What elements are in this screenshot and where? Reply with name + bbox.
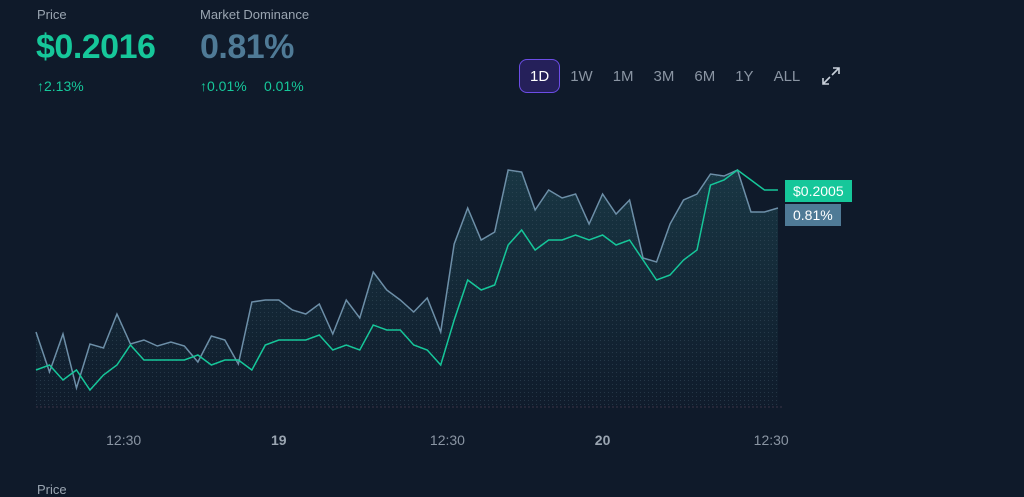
dominance-line: [35, 168, 779, 391]
dominance-change-abs: 0.01%: [264, 78, 304, 94]
x-tick-label: 12:30: [753, 432, 789, 448]
expand-arrows-icon[interactable]: [820, 65, 842, 87]
x-tick-label: 20: [594, 432, 611, 448]
x-tick-label: 12:30: [429, 432, 465, 448]
x-tick-label: 19: [271, 432, 287, 448]
tab-1y[interactable]: 1Y: [735, 68, 754, 85]
tab-6m[interactable]: 6M: [694, 68, 716, 85]
dominance-last-tag: 0.81%: [785, 204, 841, 226]
footer-price-label: Price: [37, 482, 67, 497]
dominance-area: [36, 170, 778, 405]
tab-3m[interactable]: 3M: [653, 68, 675, 85]
dominance-label: Market Dominance: [200, 7, 310, 22]
price-change: ↑2.13%: [37, 78, 84, 94]
dominance-value: 0.81%: [200, 28, 294, 66]
tab-1w[interactable]: 1W: [570, 68, 593, 85]
tab-1m[interactable]: 1M: [612, 68, 634, 85]
price-line: [35, 169, 778, 392]
dominance-change: ↑0.01%: [200, 78, 247, 94]
price-last-tag: $0.2005: [785, 180, 852, 202]
tab-1d[interactable]: 1D: [519, 59, 561, 93]
tab-all[interactable]: ALL: [773, 68, 801, 85]
price-value: $0.2016: [36, 28, 156, 66]
price-label: Price: [37, 7, 67, 22]
x-tick-label: 12:30: [106, 432, 142, 448]
range-tabs: 1D 1W 1M 3M 6M 1Y ALL: [519, 59, 842, 93]
